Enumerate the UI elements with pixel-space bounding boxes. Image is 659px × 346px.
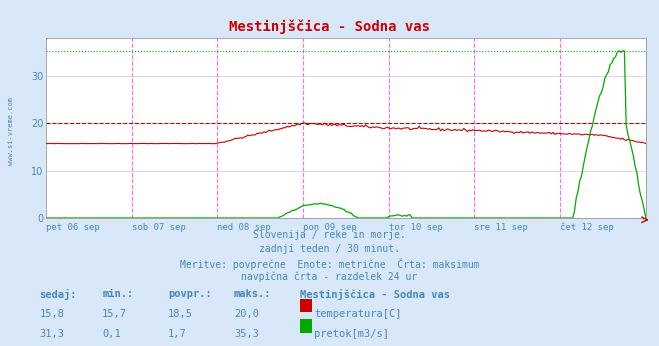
- Text: sedaj:: sedaj:: [40, 289, 77, 300]
- Text: 1,7: 1,7: [168, 329, 186, 339]
- Text: 35,3: 35,3: [234, 329, 259, 339]
- Text: min.:: min.:: [102, 289, 133, 299]
- Text: Mestinjščica - Sodna vas: Mestinjščica - Sodna vas: [229, 19, 430, 34]
- Text: temperatura[C]: temperatura[C]: [314, 309, 402, 319]
- Text: 31,3: 31,3: [40, 329, 65, 339]
- Text: www.si-vreme.com: www.si-vreme.com: [8, 98, 14, 165]
- Text: pretok[m3/s]: pretok[m3/s]: [314, 329, 389, 339]
- Text: Meritve: povprečne  Enote: metrične  Črta: maksimum: Meritve: povprečne Enote: metrične Črta:…: [180, 258, 479, 270]
- Text: 18,5: 18,5: [168, 309, 193, 319]
- Text: 15,7: 15,7: [102, 309, 127, 319]
- Text: Slovenija / reke in morje.: Slovenija / reke in morje.: [253, 230, 406, 240]
- Text: Mestinjščica - Sodna vas: Mestinjščica - Sodna vas: [300, 289, 450, 300]
- Text: 15,8: 15,8: [40, 309, 65, 319]
- Text: zadnji teden / 30 minut.: zadnji teden / 30 minut.: [259, 244, 400, 254]
- Text: 20,0: 20,0: [234, 309, 259, 319]
- Text: povpr.:: povpr.:: [168, 289, 212, 299]
- Text: maks.:: maks.:: [234, 289, 272, 299]
- Text: 0,1: 0,1: [102, 329, 121, 339]
- Text: navpična črta - razdelek 24 ur: navpična črta - razdelek 24 ur: [241, 272, 418, 282]
